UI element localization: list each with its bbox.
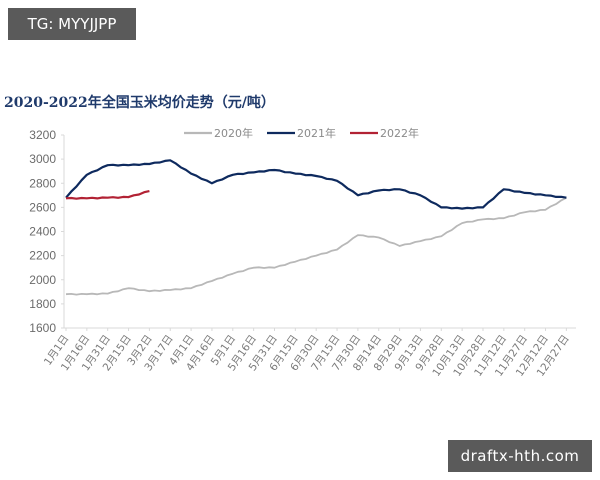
- watermark-badge-bottom: draftx-hth.com: [448, 440, 592, 472]
- y-tick-label: 3200: [29, 128, 56, 142]
- y-tick-label: 2600: [29, 200, 56, 214]
- chart-title: 2020-2022年全国玉米均价走势（元/吨）: [4, 95, 275, 111]
- y-tick-label: 1600: [29, 321, 56, 335]
- series-lines: [65, 159, 567, 296]
- legend: 2020年 2021年 2022年: [184, 126, 419, 140]
- y-tick-label: 2200: [29, 249, 56, 263]
- legend-label: 2020年: [214, 126, 253, 140]
- y-tick-label: 3000: [29, 152, 56, 166]
- y-tick-label: 2400: [29, 225, 56, 239]
- y-tick-label: 1800: [29, 297, 56, 311]
- series-line-2022: [65, 190, 150, 200]
- series-line-2020: [65, 196, 567, 296]
- y-tick-label: 2000: [29, 273, 56, 287]
- legend-label: 2022年: [380, 126, 419, 140]
- series-line-2021: [65, 159, 567, 210]
- y-tick-label: 2800: [29, 176, 56, 190]
- watermark-badge-top: TG: MYYJJPP: [8, 8, 136, 40]
- legend-label: 2021年: [297, 126, 336, 140]
